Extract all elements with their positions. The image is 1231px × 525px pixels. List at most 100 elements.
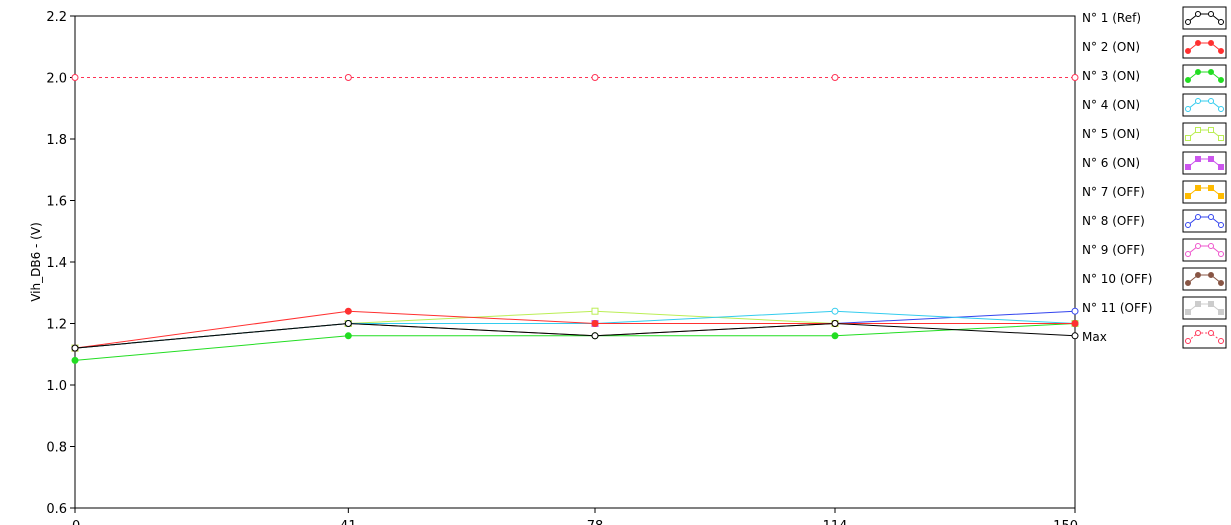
legend: N° 1 (Ref) N° 2 (ON) N° 3 (ON) N° 4 (ON) N° … (1082, 6, 1227, 349)
data-point (71, 74, 79, 81)
data-point (1071, 74, 1079, 81)
x-tick-label: 0 (72, 519, 80, 525)
legend-label: N° 4 (ON) (1082, 98, 1140, 112)
legend-line-sample (1187, 71, 1222, 81)
data-point (1195, 127, 1201, 133)
y-tick-label: 1.0 (46, 379, 67, 394)
legend-label: N° 11 (OFF) (1082, 301, 1153, 315)
data-point (1218, 251, 1224, 257)
x-tick-label: 114 (823, 519, 848, 525)
data-point (1195, 185, 1201, 191)
legend-label: N° 8 (OFF) (1082, 214, 1145, 228)
y-tick-label: 1.4 (46, 256, 67, 271)
data-point (1208, 98, 1214, 104)
data-point (1218, 338, 1224, 344)
data-point (344, 74, 352, 81)
legend-item: Max (1082, 325, 1227, 349)
data-point (1208, 11, 1214, 17)
data-point (1195, 214, 1201, 220)
data-point (1071, 307, 1079, 315)
legend-label: N° 1 (Ref) (1082, 11, 1141, 25)
legend-item: N° 6 (ON) (1082, 151, 1227, 175)
data-point (1185, 19, 1191, 25)
legend-line-sample (1187, 158, 1222, 168)
legend-swatch-box (1182, 151, 1227, 175)
legend-swatch-box (1182, 180, 1227, 204)
legend-item: N° 5 (ON) (1082, 122, 1227, 146)
data-point (1208, 301, 1214, 307)
data-point (831, 320, 839, 327)
legend-swatch-box (1182, 238, 1227, 262)
data-point (1185, 106, 1191, 112)
data-point (1185, 77, 1191, 83)
data-point (344, 332, 352, 340)
data-point (591, 74, 599, 81)
legend-label: Max (1082, 330, 1107, 344)
data-point (1218, 164, 1224, 170)
legend-item: N° 2 (ON) (1082, 35, 1227, 59)
legend-label: N° 10 (OFF) (1082, 272, 1153, 286)
legend-item: N° 1 (Ref) (1082, 6, 1227, 30)
legend-line-sample (1187, 13, 1222, 23)
legend-line-sample (1187, 42, 1222, 52)
data-point (1185, 135, 1191, 141)
data-point (344, 320, 352, 327)
data-point (1185, 164, 1191, 170)
data-point (1208, 40, 1214, 46)
y-tick-label: 1.8 (46, 133, 67, 148)
legend-label: N° 5 (ON) (1082, 127, 1140, 141)
legend-line-sample (1187, 129, 1222, 139)
data-point (591, 332, 599, 340)
legend-swatch-box (1182, 122, 1227, 146)
legend-line-sample (1187, 100, 1222, 110)
y-axis: 0.6 0.8 1.0 1.2 1.4 1.6 1.8 2.0 2.2 (46, 10, 75, 517)
y-tick-label: 2.0 (46, 72, 67, 87)
data-point (1218, 309, 1224, 315)
y-tick-label: 0.6 (46, 502, 67, 517)
data-point (1185, 280, 1191, 286)
legend-swatch-box (1182, 93, 1227, 117)
data-point (1071, 320, 1079, 327)
legend-swatch-box (1182, 209, 1227, 233)
data-point (591, 320, 599, 327)
legend-label: N° 9 (OFF) (1082, 243, 1145, 257)
data-point (831, 307, 839, 315)
legend-line-sample (1187, 332, 1222, 342)
data-point (1185, 222, 1191, 228)
data-point (1185, 193, 1191, 199)
legend-label: N° 6 (ON) (1082, 156, 1140, 170)
legend-item: N° 3 (ON) (1082, 64, 1227, 88)
series-1 (71, 320, 1079, 352)
data-point (1208, 127, 1214, 133)
data-point (831, 332, 839, 340)
legend-item: N° 10 (OFF) (1082, 267, 1227, 291)
legend-swatch-box (1182, 267, 1227, 291)
data-point (1218, 19, 1224, 25)
y-axis-label: Vih_DB6 - (V) (29, 222, 43, 302)
data-point (1218, 193, 1224, 199)
data-point (1218, 280, 1224, 286)
data-point (1218, 48, 1224, 54)
data-point (591, 307, 599, 315)
data-point (1208, 156, 1214, 162)
data-point (1208, 214, 1214, 220)
legend-swatch-box (1182, 296, 1227, 320)
legend-item: N° 7 (OFF) (1082, 180, 1227, 204)
y-tick-label: 1.6 (46, 195, 67, 210)
data-point (1208, 330, 1214, 336)
plot-area (74, 15, 1076, 509)
data-point (1185, 309, 1191, 315)
legend-swatch-box (1182, 325, 1227, 349)
data-point (1195, 243, 1201, 249)
legend-line-sample (1187, 245, 1222, 255)
legend-swatch-box (1182, 35, 1227, 59)
legend-label: N° 3 (ON) (1082, 69, 1140, 83)
y-tick-label: 1.2 (46, 318, 67, 333)
legend-item: N° 11 (OFF) (1082, 296, 1227, 320)
data-point (1195, 301, 1201, 307)
y-tick-label: 2.2 (46, 10, 67, 25)
data-point (1195, 272, 1201, 278)
x-tick-label: 78 (587, 519, 604, 525)
data-point (1195, 11, 1201, 17)
